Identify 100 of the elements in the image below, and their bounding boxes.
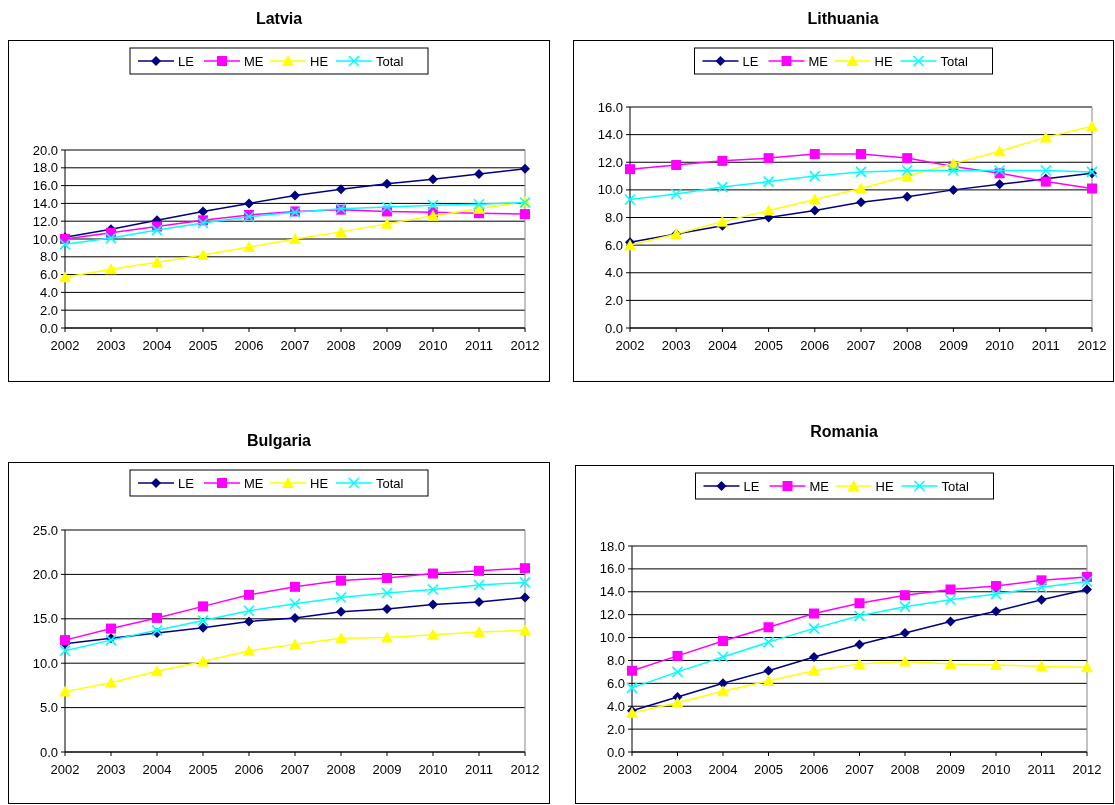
- y-tick-label: 10.0: [597, 182, 623, 198]
- legend-label: HE: [310, 475, 329, 491]
- x-tick-label: 2010: [981, 762, 1011, 777]
- y-tick-label: 16.0: [32, 178, 58, 194]
- x-tick-label: 2012: [510, 338, 540, 353]
- y-tick-label: 12.0: [32, 213, 58, 229]
- x-tick-label: 2011: [465, 762, 493, 777]
- y-tick-label: 6.0: [606, 675, 625, 691]
- y-tick-label: 14.0: [597, 127, 623, 143]
- x-tick-label: 2004: [708, 762, 738, 777]
- x-tick-label: 2005: [754, 338, 784, 353]
- y-tick-label: 0.0: [604, 320, 623, 336]
- x-tick-label: 2006: [800, 338, 830, 353]
- y-tick-label: 25.0: [32, 522, 58, 538]
- x-tick-label: 2004: [142, 338, 172, 353]
- x-tick-label: 2010: [985, 338, 1015, 353]
- y-tick-label: 18.0: [599, 538, 625, 554]
- y-tick-label: 6.0: [39, 267, 58, 283]
- y-tick-label: 2.0: [604, 292, 623, 308]
- y-tick-label: 8.0: [606, 652, 625, 668]
- y-tick-label: 12.0: [599, 607, 625, 623]
- x-tick-label: 2002: [50, 762, 80, 777]
- legend-label: LE: [743, 478, 760, 494]
- y-tick-label: 2.0: [606, 721, 625, 737]
- y-tick-label: 10.0: [599, 630, 625, 646]
- legend-label: Total: [940, 53, 969, 69]
- y-tick-label: 2.0: [39, 302, 58, 318]
- legend-label: HE: [874, 53, 893, 69]
- y-tick-label: 16.0: [599, 561, 625, 577]
- x-tick-label: 2006: [799, 762, 829, 777]
- y-tick-label: 6.0: [604, 237, 623, 253]
- x-tick-label: 2007: [846, 338, 876, 353]
- x-tick-label: 2006: [234, 762, 264, 777]
- legend-label: LE: [178, 475, 195, 491]
- y-tick-label: 14.0: [32, 195, 58, 211]
- legend-label: Total: [941, 478, 970, 494]
- x-tick-label: 2008: [892, 338, 922, 353]
- x-tick-label: 2012: [1077, 338, 1107, 353]
- y-tick-label: 15.0: [32, 611, 58, 627]
- x-tick-label: 2011: [465, 338, 493, 353]
- x-tick-label: 2002: [615, 338, 645, 353]
- y-tick-label: 0.0: [39, 744, 58, 760]
- x-tick-label: 2003: [661, 338, 691, 353]
- chart-title: Latvia: [255, 10, 303, 27]
- x-tick-label: 2007: [845, 762, 874, 777]
- y-tick-label: 20.0: [32, 142, 58, 158]
- y-tick-label: 4.0: [39, 284, 58, 300]
- legend-label: ME: [244, 53, 264, 69]
- x-tick-label: 2008: [326, 338, 356, 353]
- y-tick-label: 0.0: [606, 744, 625, 760]
- legend-label: ME: [808, 53, 829, 69]
- chart-title: Bulgaria: [246, 432, 312, 449]
- legend-label: Total: [376, 53, 404, 69]
- x-tick-label: 2004: [707, 338, 737, 353]
- chart-title: Romania: [810, 423, 878, 440]
- x-tick-label: 2002: [617, 762, 647, 777]
- legend-label: LE: [178, 53, 195, 69]
- x-tick-label: 2012: [510, 762, 540, 777]
- y-tick-label: 20.0: [32, 566, 58, 582]
- y-tick-label: 16.0: [597, 99, 623, 115]
- x-tick-label: 2008: [326, 762, 356, 777]
- y-tick-label: 10.0: [32, 655, 58, 671]
- y-tick-label: 0.0: [39, 320, 58, 336]
- y-tick-label: 10.0: [32, 231, 58, 247]
- legend-label: HE: [310, 53, 329, 69]
- x-tick-label: 2006: [234, 338, 264, 353]
- x-tick-label: 2009: [372, 338, 402, 353]
- x-tick-label: 2009: [936, 762, 965, 777]
- y-tick-label: 8.0: [39, 249, 58, 265]
- x-tick-label: 2011: [1027, 762, 1056, 777]
- x-tick-label: 2005: [754, 762, 783, 777]
- y-tick-label: 4.0: [606, 698, 625, 714]
- x-tick-label: 2005: [188, 762, 218, 777]
- y-tick-label: 12.0: [597, 154, 623, 170]
- x-tick-label: 2003: [663, 762, 692, 777]
- legend-label: ME: [244, 475, 264, 491]
- legend-label: HE: [875, 478, 894, 494]
- y-tick-label: 8.0: [604, 210, 623, 226]
- x-tick-label: 2005: [188, 338, 218, 353]
- x-tick-label: 2012: [1072, 762, 1102, 777]
- x-tick-label: 2010: [418, 338, 448, 353]
- y-tick-label: 14.0: [599, 584, 625, 600]
- y-tick-label: 4.0: [604, 265, 623, 281]
- x-tick-label: 2010: [418, 762, 448, 777]
- x-tick-label: 2011: [1031, 338, 1060, 353]
- x-tick-label: 2007: [280, 338, 310, 353]
- x-tick-label: 2007: [280, 762, 310, 777]
- y-tick-label: 5.0: [39, 700, 58, 716]
- x-tick-label: 2003: [96, 762, 126, 777]
- x-tick-label: 2002: [50, 338, 80, 353]
- chart-title: Lithuania: [807, 10, 879, 27]
- y-tick-label: 18.0: [32, 160, 58, 176]
- x-tick-label: 2004: [142, 762, 172, 777]
- legend-label: ME: [809, 478, 830, 494]
- x-tick-label: 2003: [96, 338, 126, 353]
- x-tick-label: 2009: [372, 762, 402, 777]
- legend-label: LE: [742, 53, 759, 69]
- x-tick-label: 2008: [890, 762, 920, 777]
- x-tick-label: 2009: [938, 338, 968, 353]
- legend-label: Total: [376, 475, 404, 491]
